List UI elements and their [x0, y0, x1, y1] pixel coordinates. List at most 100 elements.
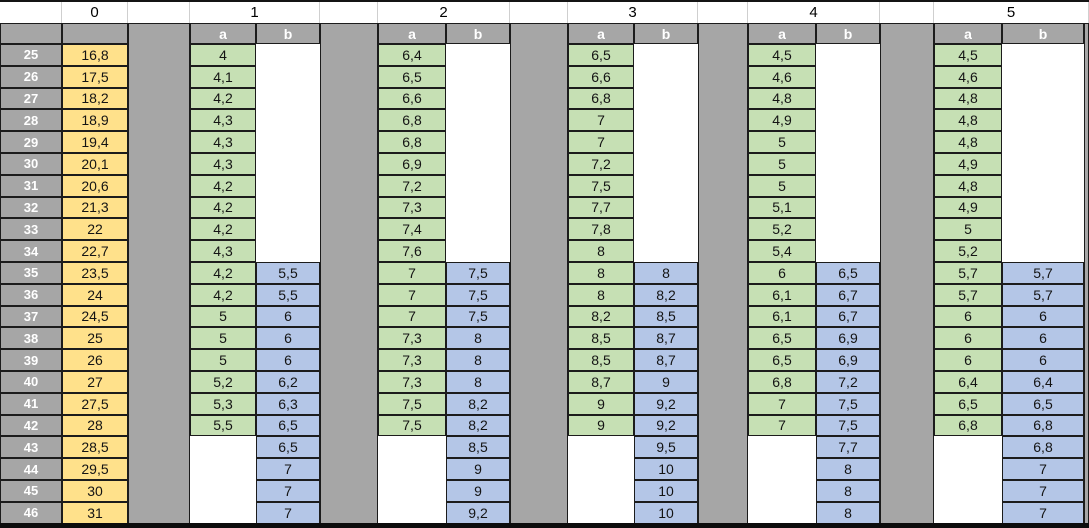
value-cell-b[interactable]: 6,5 [1002, 392, 1084, 415]
value-cell-b[interactable]: 7,5 [446, 305, 510, 328]
value-cell-a[interactable]: 7,5 [378, 392, 446, 415]
value-cell-b[interactable]: 6 [256, 327, 320, 350]
col0-value-cell[interactable]: 31 [62, 501, 128, 523]
value-cell-b[interactable] [446, 109, 510, 132]
value-cell-a[interactable] [748, 458, 816, 480]
value-cell-b[interactable]: 7 [256, 458, 320, 480]
row-number-cell[interactable]: 38 [0, 327, 62, 350]
value-cell-a[interactable]: 5 [934, 218, 1002, 241]
value-cell-a[interactable]: 4,2 [190, 196, 256, 219]
row-number-cell[interactable]: 31 [0, 174, 62, 197]
value-cell-b[interactable]: 7 [256, 479, 320, 502]
value-cell-a[interactable]: 5 [190, 349, 256, 371]
value-cell-a[interactable]: 4,2 [190, 87, 256, 110]
sub-header-b[interactable]: b [634, 23, 698, 44]
value-cell-b[interactable]: 6,2 [256, 370, 320, 393]
row-number-cell[interactable]: 28 [0, 109, 62, 132]
row-number-cell[interactable]: 36 [0, 283, 62, 306]
value-cell-a[interactable] [378, 479, 446, 502]
value-cell-a[interactable]: 6,4 [934, 370, 1002, 393]
value-cell-b[interactable]: 6 [256, 349, 320, 371]
row-number-cell[interactable]: 29 [0, 131, 62, 153]
value-cell-b[interactable] [634, 65, 698, 88]
value-cell-b[interactable] [446, 240, 510, 262]
value-cell-a[interactable]: 5,3 [190, 392, 256, 415]
value-cell-b[interactable] [816, 196, 880, 219]
value-cell-a[interactable]: 5,2 [190, 370, 256, 393]
sub-header-b[interactable]: b [446, 23, 510, 44]
value-cell-b[interactable] [816, 131, 880, 153]
col0-value-cell[interactable]: 28,5 [62, 436, 128, 459]
value-cell-b[interactable]: 10 [634, 479, 698, 502]
value-cell-b[interactable]: 7 [1002, 479, 1084, 502]
group-header-1[interactable]: 1 [190, 2, 320, 23]
value-cell-b[interactable]: 8 [816, 479, 880, 502]
value-cell-b[interactable] [1002, 65, 1084, 88]
row-number-cell[interactable]: 40 [0, 370, 62, 393]
value-cell-a[interactable]: 7,2 [568, 152, 634, 175]
value-cell-a[interactable]: 4,2 [190, 261, 256, 284]
value-cell-b[interactable] [256, 196, 320, 219]
value-cell-a[interactable]: 6,1 [748, 283, 816, 306]
value-cell-b[interactable]: 9,2 [446, 501, 510, 523]
col0-value-cell[interactable]: 27 [62, 370, 128, 393]
col0-subheader-cell[interactable] [62, 23, 128, 44]
value-cell-a[interactable]: 6,8 [934, 414, 1002, 437]
value-cell-a[interactable]: 6,8 [568, 87, 634, 110]
value-cell-a[interactable]: 4,8 [934, 87, 1002, 110]
value-cell-b[interactable]: 8,5 [634, 305, 698, 328]
sub-header-a[interactable]: a [748, 23, 816, 44]
sub-header-b[interactable]: b [1002, 23, 1084, 44]
value-cell-a[interactable] [378, 458, 446, 480]
value-cell-b[interactable]: 5,5 [256, 261, 320, 284]
row-number-cell[interactable]: 35 [0, 261, 62, 284]
value-cell-b[interactable]: 6 [256, 305, 320, 328]
value-cell-b[interactable]: 6,5 [256, 414, 320, 437]
value-cell-a[interactable]: 7,5 [568, 174, 634, 197]
sub-header-b[interactable]: b [816, 23, 880, 44]
value-cell-b[interactable]: 7,5 [816, 392, 880, 415]
value-cell-b[interactable] [816, 87, 880, 110]
value-cell-a[interactable]: 4,5 [934, 44, 1002, 66]
col0-value-cell[interactable]: 25 [62, 327, 128, 350]
row-number-cell[interactable]: 34 [0, 240, 62, 262]
value-cell-b[interactable] [1002, 44, 1084, 66]
value-cell-a[interactable] [378, 436, 446, 459]
value-cell-a[interactable]: 5,2 [748, 218, 816, 241]
value-cell-b[interactable]: 7,5 [816, 414, 880, 437]
sub-header-a[interactable]: a [934, 23, 1002, 44]
value-cell-a[interactable]: 6,9 [378, 152, 446, 175]
value-cell-a[interactable] [190, 458, 256, 480]
value-cell-a[interactable]: 7,8 [568, 218, 634, 241]
value-cell-a[interactable]: 5 [748, 174, 816, 197]
col0-value-cell[interactable]: 24 [62, 283, 128, 306]
value-cell-a[interactable] [934, 501, 1002, 523]
value-cell-a[interactable]: 7,5 [378, 414, 446, 437]
value-cell-a[interactable]: 7,3 [378, 370, 446, 393]
value-cell-b[interactable] [816, 218, 880, 241]
value-cell-a[interactable]: 7 [748, 414, 816, 437]
value-cell-b[interactable] [446, 131, 510, 153]
value-cell-a[interactable]: 6,4 [378, 44, 446, 66]
value-cell-a[interactable]: 6,8 [748, 370, 816, 393]
sub-header-a[interactable]: a [190, 23, 256, 44]
value-cell-a[interactable] [568, 436, 634, 459]
value-cell-b[interactable] [1002, 152, 1084, 175]
value-cell-a[interactable]: 5 [190, 327, 256, 350]
value-cell-b[interactable]: 6,5 [256, 436, 320, 459]
value-cell-b[interactable]: 9,5 [634, 436, 698, 459]
row-number-cell[interactable]: 32 [0, 196, 62, 219]
col0-value-cell[interactable]: 21,3 [62, 196, 128, 219]
row-number-cell[interactable]: 26 [0, 65, 62, 88]
col0-value-cell[interactable]: 22 [62, 218, 128, 241]
value-cell-b[interactable] [1002, 109, 1084, 132]
value-cell-b[interactable]: 8 [816, 458, 880, 480]
value-cell-b[interactable] [816, 152, 880, 175]
value-cell-b[interactable] [1002, 87, 1084, 110]
value-cell-a[interactable]: 4,2 [190, 283, 256, 306]
sub-header-a[interactable]: a [378, 23, 446, 44]
value-cell-a[interactable]: 5 [190, 305, 256, 328]
value-cell-b[interactable]: 6,3 [256, 392, 320, 415]
value-cell-b[interactable] [816, 65, 880, 88]
value-cell-b[interactable]: 9,2 [634, 414, 698, 437]
